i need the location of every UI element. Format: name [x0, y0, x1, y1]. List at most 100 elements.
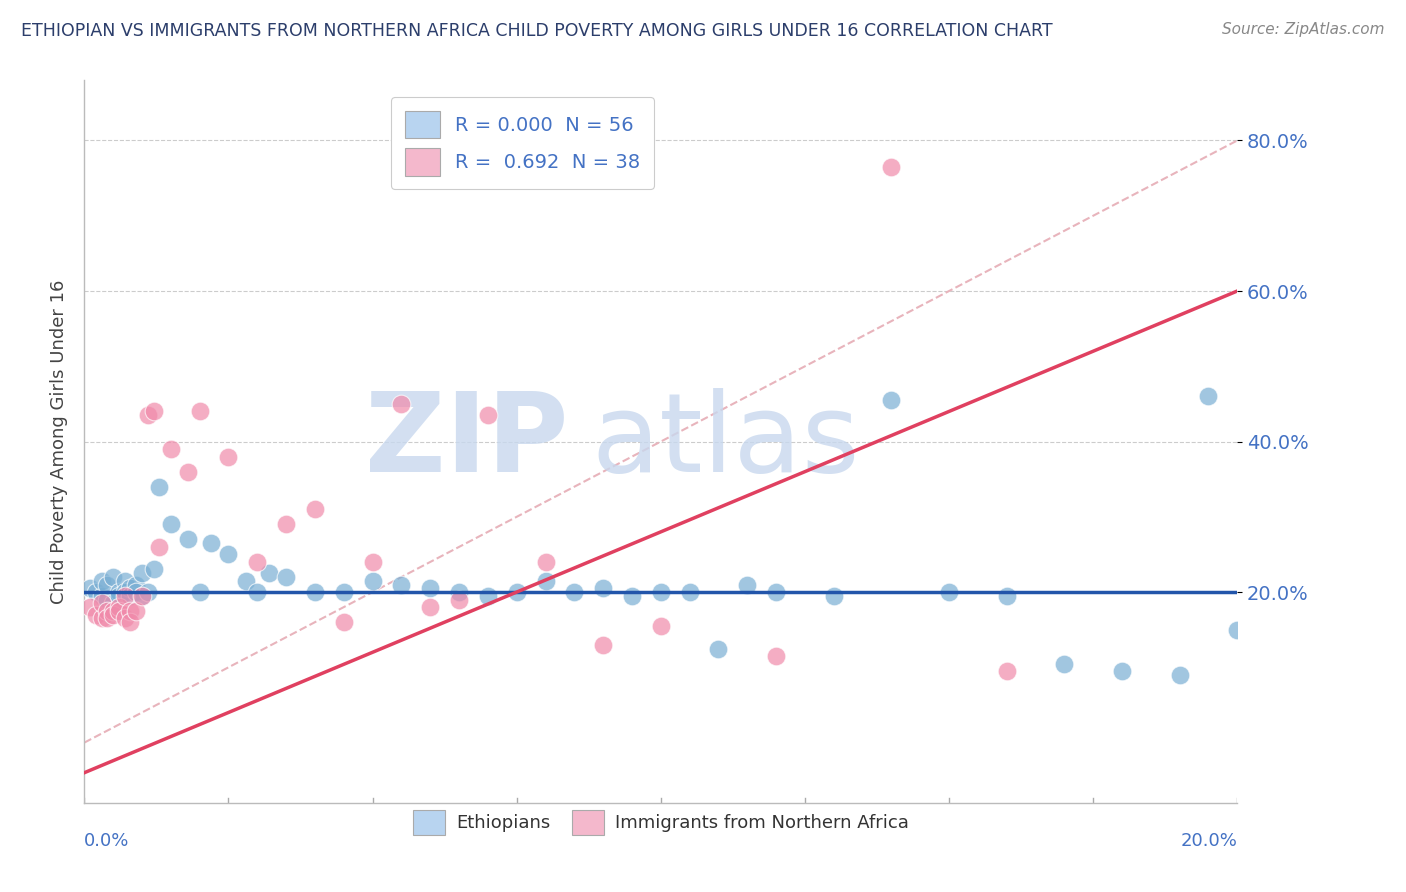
Point: [304, 502, 326, 516]
Point: [148, 540, 170, 554]
Point: [506, 585, 529, 599]
Point: [257, 566, 280, 581]
Point: [103, 604, 124, 618]
Point: [592, 638, 614, 652]
Point: [650, 619, 672, 633]
Point: [477, 408, 499, 422]
Point: [276, 570, 298, 584]
Point: [96, 611, 118, 625]
Point: [90, 611, 112, 625]
Point: [449, 592, 471, 607]
Point: [304, 585, 326, 599]
Point: [218, 548, 240, 562]
Point: [142, 562, 165, 576]
Point: [131, 566, 153, 581]
Point: [1168, 668, 1191, 682]
Point: [125, 577, 148, 591]
Point: [218, 450, 240, 464]
Point: [995, 589, 1018, 603]
Point: [391, 397, 413, 411]
Point: [534, 574, 557, 588]
Point: [880, 393, 903, 408]
Point: [823, 589, 845, 603]
Point: [1226, 623, 1249, 637]
Point: [160, 517, 183, 532]
Point: [765, 648, 787, 663]
Point: [333, 585, 356, 599]
Point: [564, 585, 586, 599]
Point: [108, 589, 131, 603]
Text: 20.0%: 20.0%: [1181, 831, 1237, 850]
Point: [737, 577, 759, 591]
Point: [246, 555, 269, 569]
Point: [361, 555, 384, 569]
Point: [114, 585, 136, 599]
Point: [1198, 389, 1220, 403]
Point: [90, 596, 112, 610]
Point: [765, 585, 787, 599]
Point: [108, 604, 131, 618]
Point: [90, 589, 112, 603]
Point: [177, 533, 200, 547]
Point: [103, 607, 124, 622]
Point: [131, 589, 153, 603]
Point: [419, 600, 441, 615]
Point: [246, 585, 269, 599]
Point: [136, 408, 159, 422]
Point: [125, 604, 148, 618]
Point: [995, 664, 1018, 678]
Text: ETHIOPIAN VS IMMIGRANTS FROM NORTHERN AFRICA CHILD POVERTY AMONG GIRLS UNDER 16 : ETHIOPIAN VS IMMIGRANTS FROM NORTHERN AF…: [21, 22, 1053, 40]
Point: [131, 589, 153, 603]
Text: 0.0%: 0.0%: [84, 831, 129, 850]
Point: [679, 585, 702, 599]
Point: [391, 577, 413, 591]
Text: atlas: atlas: [592, 388, 860, 495]
Point: [79, 600, 101, 615]
Point: [114, 589, 136, 603]
Point: [188, 404, 211, 418]
Point: [1111, 664, 1133, 678]
Point: [200, 536, 222, 550]
Point: [419, 582, 441, 596]
Point: [177, 465, 200, 479]
Legend: Ethiopians, Immigrants from Northern Africa: Ethiopians, Immigrants from Northern Afr…: [404, 801, 918, 845]
Point: [142, 404, 165, 418]
Point: [592, 582, 614, 596]
Point: [114, 574, 136, 588]
Point: [96, 592, 118, 607]
Text: Source: ZipAtlas.com: Source: ZipAtlas.com: [1222, 22, 1385, 37]
Point: [707, 641, 730, 656]
Point: [235, 574, 257, 588]
Point: [120, 582, 142, 596]
Point: [108, 600, 131, 615]
Y-axis label: Child Poverty Among Girls Under 16: Child Poverty Among Girls Under 16: [49, 279, 67, 604]
Text: ZIP: ZIP: [366, 388, 568, 495]
Point: [880, 160, 903, 174]
Point: [84, 585, 107, 599]
Point: [103, 570, 124, 584]
Point: [120, 604, 142, 618]
Point: [96, 577, 118, 591]
Point: [621, 589, 644, 603]
Point: [120, 589, 142, 603]
Point: [79, 582, 101, 596]
Point: [160, 442, 183, 456]
Point: [449, 585, 471, 599]
Point: [120, 615, 142, 630]
Point: [114, 611, 136, 625]
Point: [108, 585, 131, 599]
Point: [96, 604, 118, 618]
Point: [477, 589, 499, 603]
Point: [136, 585, 159, 599]
Point: [361, 574, 384, 588]
Point: [148, 480, 170, 494]
Point: [84, 607, 107, 622]
Point: [125, 585, 148, 599]
Point: [534, 555, 557, 569]
Point: [333, 615, 356, 630]
Point: [650, 585, 672, 599]
Point: [188, 585, 211, 599]
Point: [1053, 657, 1076, 671]
Point: [90, 574, 112, 588]
Point: [103, 596, 124, 610]
